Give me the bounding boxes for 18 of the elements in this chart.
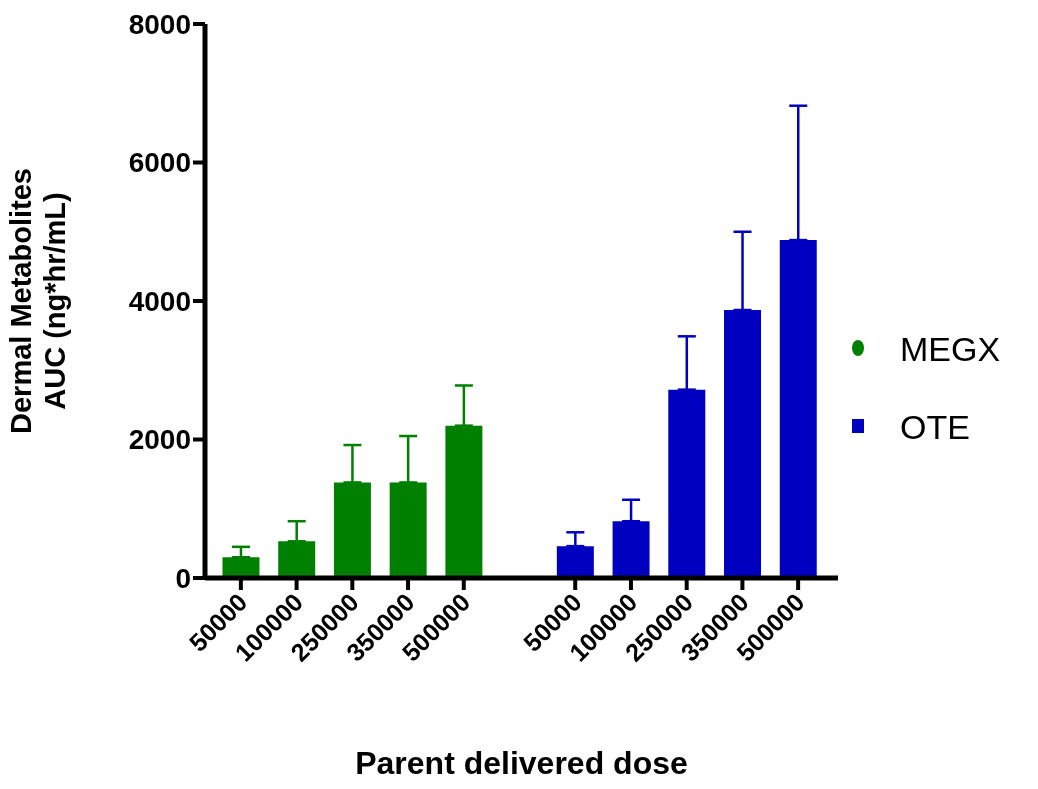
y-tick-label: 4000 xyxy=(128,285,191,317)
y-tick-label: 8000 xyxy=(128,8,191,40)
bar xyxy=(724,310,762,578)
y-tick-label: 0 xyxy=(175,562,191,594)
y-axis-title: Dermal Metabolites AUC (ng*hr/mL) xyxy=(5,168,71,434)
bar xyxy=(333,482,371,578)
legend-label: OTE xyxy=(900,408,970,446)
legend-label: MEGX xyxy=(900,330,1001,368)
y-tick-label: 2000 xyxy=(128,424,191,456)
bar xyxy=(445,425,483,578)
bar xyxy=(612,521,650,578)
bar xyxy=(779,240,817,578)
bar xyxy=(389,482,427,578)
x-axis-title: Parent delivered dose xyxy=(355,745,688,781)
bar xyxy=(556,546,594,578)
y-tick-label: 6000 xyxy=(128,147,191,179)
bar xyxy=(278,541,316,578)
bar xyxy=(668,389,706,578)
